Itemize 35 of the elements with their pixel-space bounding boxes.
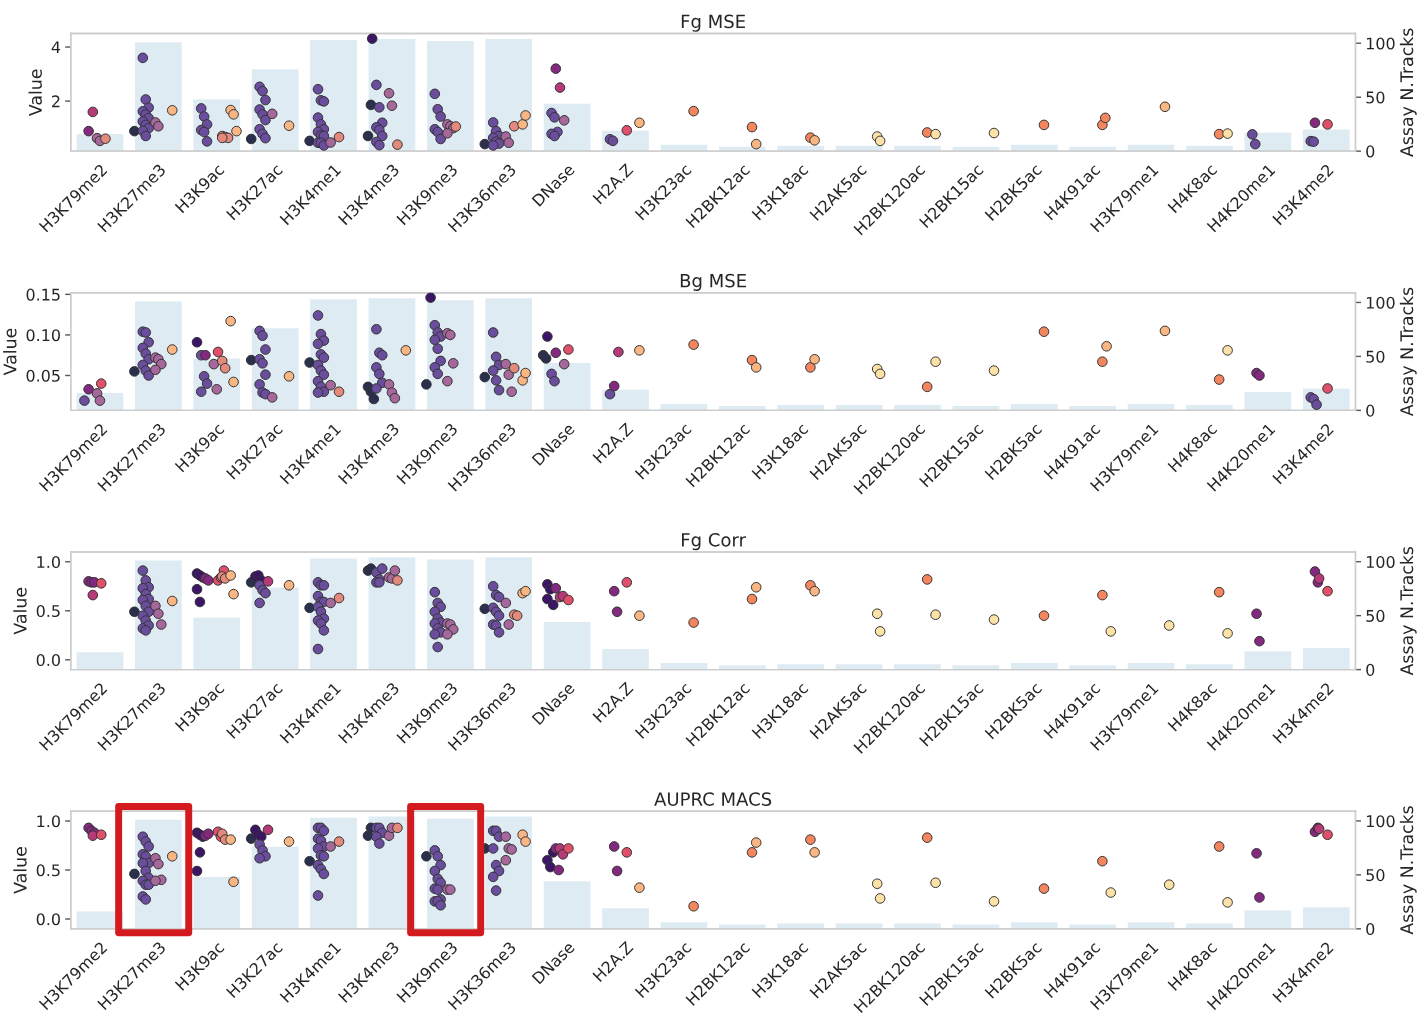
y-tick-label: 0.15 (26, 288, 60, 301)
y-tick-label: 0.0 (36, 654, 60, 667)
chart-title: Bg MSE (680, 273, 746, 291)
y2-tick-label: 0 (1366, 145, 1375, 158)
y2-axis-title: Assay N.Tracks (1399, 806, 1417, 935)
y-axis-title: Value (13, 847, 27, 894)
y2-axis-title: Assay N.Tracks (1399, 28, 1417, 157)
chart-title: Fg Corr (682, 533, 746, 551)
y-tick-label: 0.5 (36, 864, 60, 877)
y-tick-label: 1.0 (37, 815, 60, 828)
y2-tick-label: 50 (1366, 350, 1385, 363)
y2-tick-label: 50 (1366, 91, 1385, 104)
y-tick-label: 0.0 (36, 913, 60, 926)
y2-axis-title: Assay N.Tracks (1399, 546, 1417, 676)
y-axis-title: Value (28, 69, 42, 117)
y-axis-title: Value (3, 328, 17, 376)
y2-tick-label: 100 (1366, 296, 1395, 309)
y2-tick-label: 100 (1366, 37, 1395, 50)
y-tick-label: 0.05 (26, 369, 60, 382)
y2-tick-label: 0 (1366, 923, 1375, 936)
y-tick-label: 1.0 (37, 555, 60, 569)
y2-tick-label: 50 (1366, 609, 1385, 622)
y2-tick-label: 50 (1366, 869, 1385, 882)
y2-tick-label: 100 (1366, 815, 1395, 828)
y-tick-label: 0.10 (26, 329, 60, 342)
y2-tick-label: 100 (1366, 555, 1395, 568)
y-tick-label: 2 (52, 95, 60, 108)
y2-tick-label: 0 (1366, 404, 1375, 417)
y-tick-label: 0.5 (36, 605, 60, 618)
y-tick-label: 4 (51, 41, 61, 54)
chart-title: Fg MSE (681, 14, 745, 32)
chart-title: AUPRC MACS (654, 792, 772, 806)
y2-axis-title: Assay N.Tracks (1399, 287, 1417, 417)
y-axis-title: Value (13, 587, 27, 635)
y2-tick-label: 0 (1366, 663, 1375, 676)
